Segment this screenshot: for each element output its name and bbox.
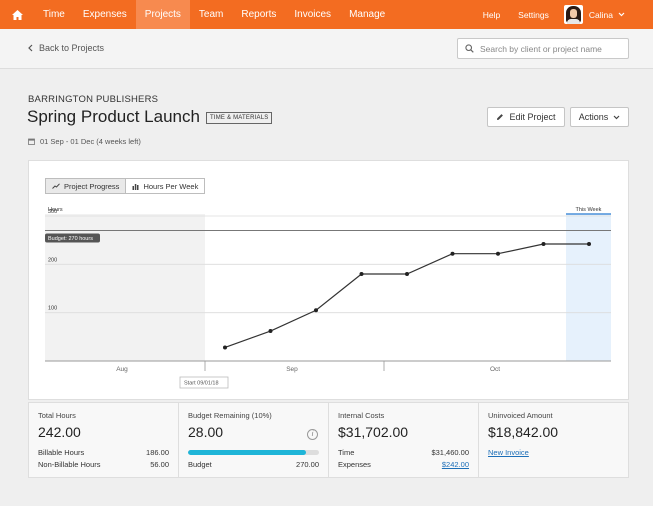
tab-project-progress[interactable]: Project Progress (45, 178, 127, 194)
edit-project-label: Edit Project (509, 112, 556, 122)
home-icon[interactable] (0, 0, 34, 29)
calendar-icon (28, 138, 35, 145)
budget-value: 270.00 (296, 460, 319, 469)
internal-costs-label: Internal Costs (338, 411, 385, 420)
project-stats: Total Hours 242.00 Billable Hours 186.00 … (28, 402, 629, 478)
nav-expenses[interactable]: Expenses (82, 9, 127, 20)
chevron-left-icon (28, 44, 33, 52)
uninvoiced-value: $18,842.00 (488, 424, 559, 440)
chart-view-toggle: Project Progress Hours Per Week (45, 178, 206, 194)
billable-hours-label: Billable Hours (38, 448, 85, 457)
start-badge: Start 09/01/18 (179, 376, 229, 389)
search-icon (465, 44, 474, 53)
budget-progress-bar (188, 450, 319, 455)
project-dates: 01 Sep - 01 Dec (4 weeks left) (28, 137, 141, 146)
uninvoiced-stat: Uninvoiced Amount $18,842.00 New Invoice (479, 403, 628, 477)
nonbillable-hours-label: Non-Billable Hours (38, 460, 101, 469)
chevron-down-icon (618, 12, 625, 17)
billable-hours-value: 186.00 (146, 448, 169, 457)
search-input[interactable] (480, 43, 620, 54)
nav-help[interactable]: Help (482, 9, 501, 20)
x-tick-label: Aug (116, 366, 128, 373)
trend-line-icon (52, 183, 60, 189)
start-badge-label: Start 09/01/18 (184, 381, 219, 387)
actions-label: Actions (578, 112, 609, 122)
project-chart-card: Project Progress Hours Per Week 100 200 30… (28, 160, 629, 400)
y-tick-label: 300 (48, 209, 57, 215)
data-point (268, 329, 273, 334)
client-name: BARRINGTON PUBLISHERS (28, 94, 159, 105)
bar-chart-icon (132, 183, 139, 190)
nav-manage[interactable]: Manage (349, 9, 386, 20)
edit-project-button[interactable]: Edit Project (487, 107, 565, 127)
nav-settings[interactable]: Settings (518, 9, 549, 20)
nav-reports[interactable]: Reports (241, 9, 277, 20)
budget-label: Budget (188, 460, 212, 469)
budget-progress-fill (188, 450, 306, 455)
time-cost-label: Time (338, 448, 355, 457)
tab-hours-per-week[interactable]: Hours Per Week (126, 178, 206, 194)
user-name: Calina (588, 9, 613, 20)
time-cost-value: $31,460.00 (431, 448, 469, 457)
sub-header: Back to Projects (0, 29, 653, 69)
search-box[interactable] (457, 38, 629, 59)
progress-chart: 100 200 300 Aug Sep Oct Hours This Week Budg… (45, 207, 611, 389)
billing-tag: TIME & MATERIALS (206, 112, 273, 124)
actions-button[interactable]: Actions (570, 107, 629, 127)
nav-invoices[interactable]: Invoices (294, 9, 332, 20)
y-tick-label: 100 (48, 306, 57, 312)
tab-hours-per-week-label: Hours Per Week (143, 181, 199, 191)
expenses-cost-label: Expenses (338, 460, 371, 469)
pencil-icon (497, 114, 504, 120)
x-tick-label: Oct (490, 366, 500, 373)
total-hours-value: 242.00 (38, 424, 81, 440)
back-label: Back to Projects (39, 43, 105, 53)
data-point (359, 272, 364, 276)
y-axis-label: Hours (48, 207, 63, 213)
budget-remaining-value: 28.00 (188, 424, 224, 440)
data-point (587, 242, 591, 247)
this-week-label: This Week (576, 207, 602, 213)
this-week-highlight (566, 214, 611, 361)
back-to-projects-link[interactable]: Back to Projects (28, 43, 104, 53)
info-icon[interactable]: i (307, 429, 318, 440)
new-invoice-link[interactable]: New Invoice (488, 448, 529, 457)
data-point (496, 251, 500, 256)
internal-costs-value: $31,702.00 (338, 424, 409, 440)
data-point (450, 251, 455, 256)
tab-project-progress-label: Project Progress (64, 181, 120, 191)
data-point (314, 308, 318, 313)
budget-remaining-label: Budget Remaining (10%) (188, 411, 272, 420)
budget-remaining-stat: Budget Remaining (10%) 28.00 i Budget 270… (179, 403, 329, 477)
budget-badge-label: Budget: 270 hours (48, 236, 93, 242)
top-nav: Time Expenses Projects Team Reports Invo… (0, 0, 653, 29)
data-point (405, 272, 409, 276)
nav-team[interactable]: Team (198, 9, 224, 20)
dates-text: 01 Sep - 01 Dec (4 weeks left) (40, 137, 141, 146)
chevron-down-icon (613, 115, 620, 119)
series-line (224, 243, 589, 349)
data-point (223, 345, 227, 350)
nonbillable-hours-value: 56.00 (150, 460, 169, 469)
budget-badge: Budget: 270 hours (45, 233, 100, 243)
avatar (563, 5, 583, 24)
x-tick-label: Sep (286, 366, 298, 373)
total-hours-stat: Total Hours 242.00 Billable Hours 186.00 … (29, 403, 179, 477)
user-menu[interactable]: Calina (558, 5, 653, 24)
total-hours-label: Total Hours (38, 411, 76, 420)
nav-projects[interactable]: Projects (135, 0, 190, 29)
nav-time[interactable]: Time (43, 9, 65, 20)
data-point (541, 242, 546, 247)
internal-costs-stat: Internal Costs $31,702.00 Time $31,460.00… (329, 403, 479, 477)
uninvoiced-label: Uninvoiced Amount (488, 411, 553, 420)
y-tick-label: 200 (48, 257, 57, 263)
expenses-cost-link[interactable]: $242.00 (441, 460, 469, 469)
page-title: Spring Product Launch (27, 107, 200, 126)
